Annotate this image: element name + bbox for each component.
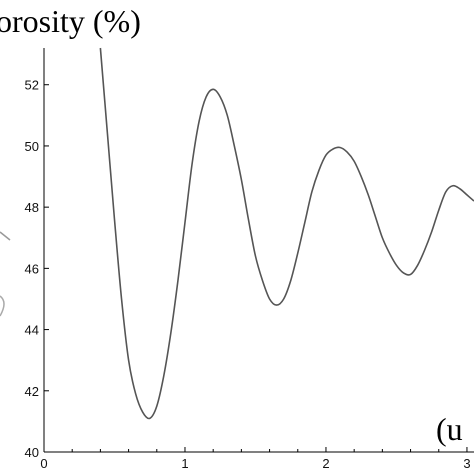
left-label-fragment-2 xyxy=(0,295,5,317)
x-axis-label: (u xyxy=(436,411,463,447)
series-line xyxy=(99,47,474,420)
x-ticks: 0 1 2 3 xyxy=(40,447,471,471)
left-label-fragment-1 xyxy=(0,231,11,241)
y-tick-label: 46 xyxy=(25,261,39,276)
y-axis-label: orosity (%) xyxy=(0,3,141,39)
y-tick-label: 52 xyxy=(25,78,39,93)
axes xyxy=(43,48,474,453)
y-tick-label: 50 xyxy=(25,139,39,154)
y-tick-label: 48 xyxy=(25,200,39,215)
x-tick-label: 2 xyxy=(322,456,329,471)
y-tick-label: 42 xyxy=(25,384,39,399)
y-ticks: 40 42 44 46 48 50 52 xyxy=(25,78,49,460)
y-tick-label: 44 xyxy=(25,323,39,338)
y-tick-label: 40 xyxy=(25,445,39,460)
x-tick-label: 3 xyxy=(463,456,470,471)
clipped-left-label-fragments xyxy=(0,231,11,317)
x-tick-label: 1 xyxy=(181,456,188,471)
x-tick-label: 0 xyxy=(40,456,47,471)
